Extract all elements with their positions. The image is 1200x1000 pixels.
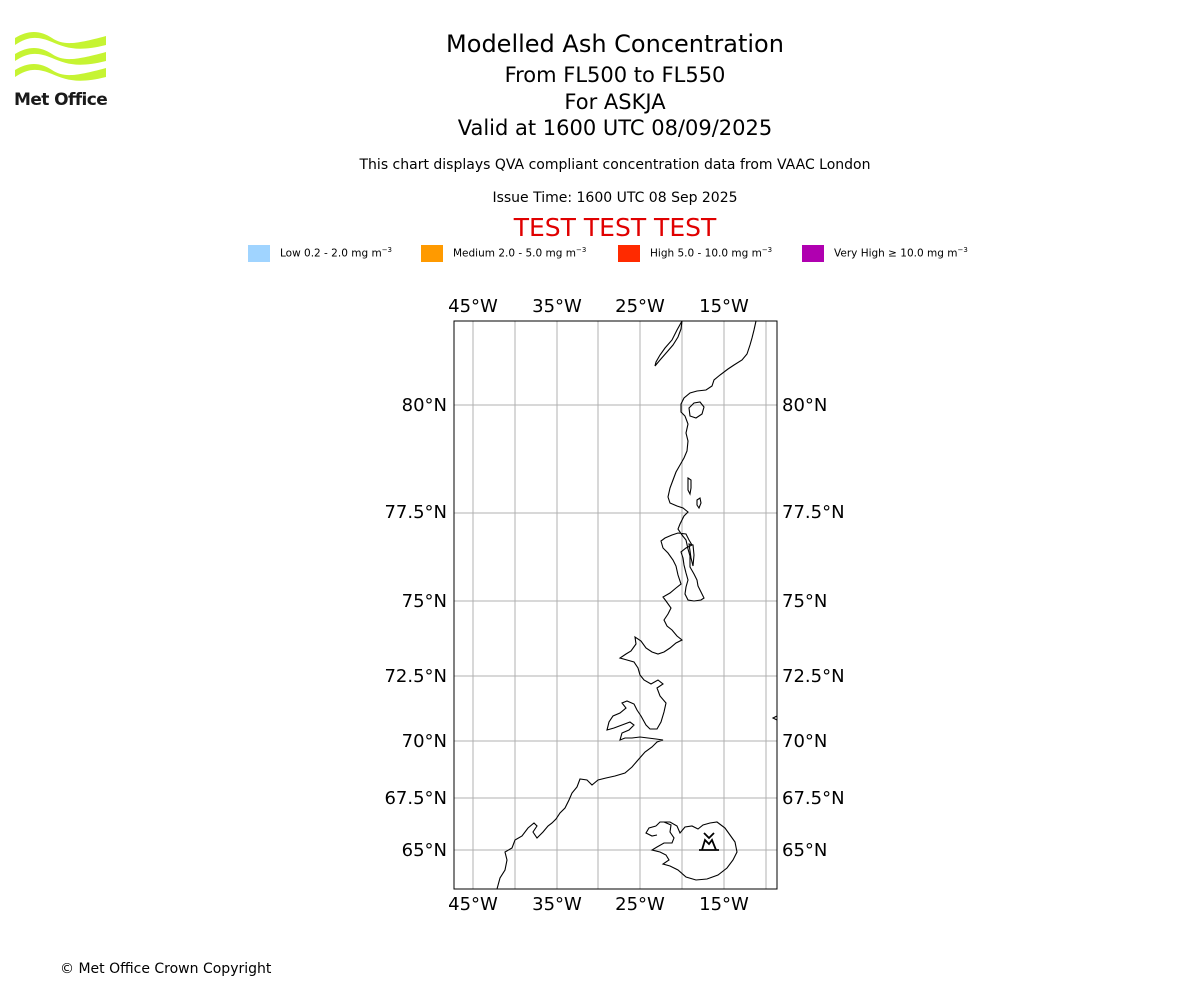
island-east-edge [771,715,778,721]
met-office-logo: Met Office [14,30,108,112]
valid-time-subtitle: Valid at 1600 UTC 08/09/2025 [457,116,773,140]
logo-text: Met Office [14,90,108,110]
legend-swatch-very-high [802,244,824,262]
legend-label-low: Low 0.2 - 2.0 mg m−3 [280,246,393,260]
lat-label-right-65n: 65°N [782,840,827,861]
volcano-subtitle: For ASKJA [564,90,666,114]
lon-label-bottom-25w: 25°W [615,894,665,915]
island-north [688,401,705,419]
lat-labels-left: 80°N 77.5°N 75°N 72.5°N 70°N 67.5°N 65°N [384,395,447,861]
legend-swatch-medium [421,244,443,262]
legend-item-low: Low 0.2 - 2.0 mg m−3 [248,244,392,262]
lat-label-right-67-5n: 67.5°N [782,788,845,809]
description-text: This chart displays QVA compliant concen… [359,157,871,173]
longitude-gridlines [472,321,767,889]
legend-swatch-low [248,244,270,262]
latitude-gridlines [454,404,777,851]
lon-label-top-25w: 25°W [615,296,665,317]
issue-time-text: Issue Time: 1600 UTC 08 Sep 2025 [492,190,738,206]
lat-label-left-70n: 70°N [402,731,447,752]
legend-label-medium: Medium 2.0 - 5.0 mg m−3 [453,246,587,260]
copyright-text: © Met Office Crown Copyright [60,961,272,977]
island-mid1 [687,476,692,496]
lat-label-right-80n: 80°N [782,395,827,416]
lat-label-right-72-5n: 72.5°N [782,666,845,687]
volcano-icon [699,832,719,851]
lon-label-top-15w: 15°W [699,296,749,317]
iceland-coastline [645,821,738,881]
lon-label-bottom-45w: 45°W [448,894,498,915]
lon-label-top-35w: 35°W [532,296,582,317]
lon-label-bottom-35w: 35°W [532,894,582,915]
lon-label-bottom-15w: 15°W [699,894,749,915]
legend-label-high: High 5.0 - 10.0 mg m−3 [650,246,773,260]
lat-labels-right: 80°N 77.5°N 75°N 72.5°N 70°N 67.5°N 65°N [782,395,845,861]
map-frame [453,320,778,890]
legend-swatch-high [618,244,640,262]
legend-item-medium: Medium 2.0 - 5.0 mg m−3 [421,244,586,262]
lat-label-right-75n: 75°N [782,591,827,612]
legend-item-very-high: Very High ≥ 10.0 mg m−3 [802,244,968,262]
island-mid3 [688,543,695,567]
lat-label-left-75n: 75°N [402,591,447,612]
lat-label-left-65n: 65°N [402,840,447,861]
greenland-coastline [496,320,757,890]
chart-title: Modelled Ash Concentration [446,30,784,58]
lat-label-left-77-5n: 77.5°N [384,502,447,523]
lat-label-left-72-5n: 72.5°N [384,666,447,687]
lat-label-right-70n: 70°N [782,731,827,752]
flight-level-subtitle: From FL500 to FL550 [504,63,726,87]
legend-item-high: High 5.0 - 10.0 mg m−3 [618,244,772,262]
legend-label-very-high: Very High ≥ 10.0 mg m−3 [834,246,968,260]
lat-label-left-67-5n: 67.5°N [384,788,447,809]
greenland-inlet [654,320,683,367]
island-mid2 [696,497,702,510]
lon-label-top-45w: 45°W [448,296,498,317]
met-office-waves-icon [15,32,106,81]
test-banner: TEST TEST TEST [513,213,717,242]
lon-labels-top: 45°W 35°W 25°W 15°W [448,296,749,317]
lat-label-right-77-5n: 77.5°N [782,502,845,523]
lat-label-left-80n: 80°N [402,395,447,416]
lon-labels-bottom: 45°W 35°W 25°W 15°W [448,894,749,915]
